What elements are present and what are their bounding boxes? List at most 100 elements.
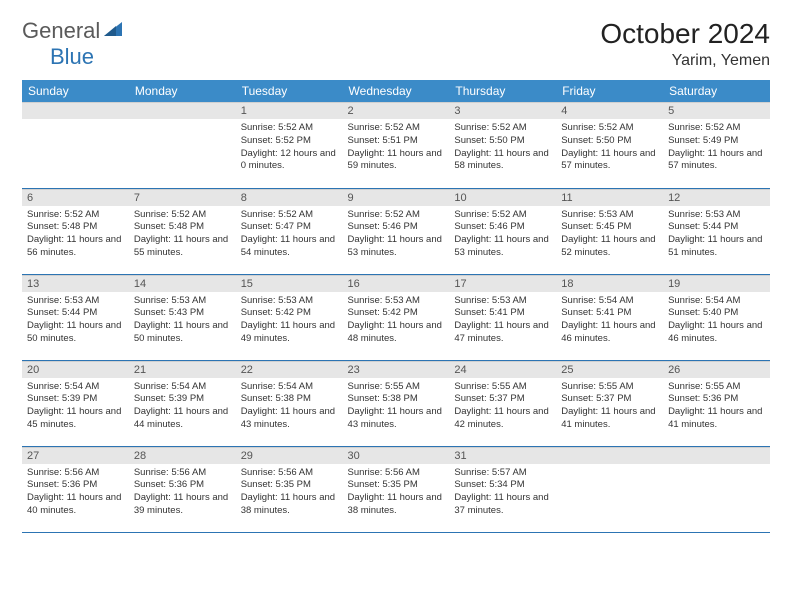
calendar-week-row: 13 Sunrise: 5:53 AM Sunset: 5:44 PM Dayligh…	[22, 274, 770, 360]
calendar-cell: 11Sunrise: 5:53 AMSunset: 5:45 PMDayligh…	[556, 188, 663, 274]
daylight-line: Daylight: 11 hours and 39 minutes.	[134, 492, 231, 518]
month-title: October 2024	[600, 18, 770, 50]
calendar-cell: 3Sunrise: 5:52 AMSunset: 5:50 PMDaylight…	[449, 102, 556, 188]
calendar-cell: 16Sunrise: 5:53 AMSunset: 5:42 PMDayligh…	[343, 274, 450, 360]
calendar-week-row: 20Sunrise: 5:54 AMSunset: 5:39 PMDayligh…	[22, 360, 770, 446]
daylight-line: Daylight: 11 hours and 53 minutes.	[454, 234, 551, 260]
daylight-line: Daylight: 11 hours and 54 minutes.	[241, 234, 338, 260]
title-block: October 2024 Yarim, Yemen	[600, 18, 770, 70]
day-detail: Sunrise: 5:53 AMSunset: 5:42 PMDaylight:…	[236, 292, 343, 350]
sunset-line: Sunset: 5:48 PM	[134, 221, 231, 234]
daylight-line: Daylight: 11 hours and 41 minutes.	[561, 406, 658, 432]
day-number-empty	[556, 447, 663, 464]
sunset-line: Sunset: 5:34 PM	[454, 479, 551, 492]
day-detail: Sunrise: 5:55 AMSunset: 5:37 PMDaylight:…	[556, 378, 663, 436]
calendar-cell: 13Sunrise: 5:53 AMSunset: 5:44 PMDayligh…	[22, 274, 129, 360]
calendar-cell: 12Sunrise: 5:53 AMSunset: 5:44 PMDayligh…	[663, 188, 770, 274]
day-detail: Sunrise: 5:53 AMSunset: 5:41 PMDaylight:…	[449, 292, 556, 350]
sunset-line: Sunset: 5:36 PM	[668, 393, 765, 406]
daylight-line: Daylight: 11 hours and 41 minutes.	[668, 406, 765, 432]
sunset-line: Sunset: 5:40 PM	[668, 307, 765, 320]
day-detail: Sunrise: 5:53 AMSunset: 5:43 PMDaylight:…	[129, 292, 236, 350]
sunset-line: Sunset: 5:45 PM	[561, 221, 658, 234]
sunrise-line: Sunrise: 5:52 AM	[454, 209, 551, 222]
day-detail: Sunrise: 5:52 AMSunset: 5:51 PMDaylight:…	[343, 119, 450, 177]
weekday-header: Sunday	[22, 80, 129, 102]
calendar-cell: 20Sunrise: 5:54 AMSunset: 5:39 PMDayligh…	[22, 360, 129, 446]
daylight-line: Daylight: 11 hours and 42 minutes.	[454, 406, 551, 432]
calendar-cell: 25Sunrise: 5:55 AMSunset: 5:37 PMDayligh…	[556, 360, 663, 446]
sunset-line: Sunset: 5:42 PM	[348, 307, 445, 320]
day-number: 13	[22, 275, 129, 292]
sunset-line: Sunset: 5:44 PM	[27, 307, 124, 320]
daylight-line: Daylight: 11 hours and 43 minutes.	[241, 406, 338, 432]
weekday-header: Saturday	[663, 80, 770, 102]
calendar-table: SundayMondayTuesdayWednesdayThursdayFrid…	[22, 80, 770, 533]
daylight-line: Daylight: 11 hours and 51 minutes.	[668, 234, 765, 260]
sunset-line: Sunset: 5:43 PM	[134, 307, 231, 320]
sunrise-line: Sunrise: 5:56 AM	[241, 467, 338, 480]
sunset-line: Sunset: 5:38 PM	[348, 393, 445, 406]
sunrise-line: Sunrise: 5:55 AM	[348, 381, 445, 394]
sunrise-line: Sunrise: 5:52 AM	[348, 122, 445, 135]
sunrise-line: Sunrise: 5:52 AM	[27, 209, 124, 222]
day-detail: Sunrise: 5:56 AMSunset: 5:36 PMDaylight:…	[22, 464, 129, 522]
daylight-line: Daylight: 11 hours and 49 minutes.	[241, 320, 338, 346]
calendar-cell: 24Sunrise: 5:55 AMSunset: 5:37 PMDayligh…	[449, 360, 556, 446]
calendar-cell: 9Sunrise: 5:52 AMSunset: 5:46 PMDaylight…	[343, 188, 450, 274]
day-detail: Sunrise: 5:55 AMSunset: 5:38 PMDaylight:…	[343, 378, 450, 436]
sunset-line: Sunset: 5:36 PM	[134, 479, 231, 492]
calendar-cell: 6Sunrise: 5:52 AMSunset: 5:48 PMDaylight…	[22, 188, 129, 274]
calendar-cell: 1Sunrise: 5:52 AMSunset: 5:52 PMDaylight…	[236, 102, 343, 188]
daylight-line: Daylight: 12 hours and 0 minutes.	[241, 148, 338, 174]
sunrise-line: Sunrise: 5:54 AM	[134, 381, 231, 394]
day-detail: Sunrise: 5:52 AMSunset: 5:47 PMDaylight:…	[236, 206, 343, 264]
logo-word1: General	[22, 18, 100, 43]
daylight-line: Daylight: 11 hours and 57 minutes.	[561, 148, 658, 174]
calendar-week-row: 27Sunrise: 5:56 AMSunset: 5:36 PMDayligh…	[22, 446, 770, 532]
daylight-line: Daylight: 11 hours and 55 minutes.	[134, 234, 231, 260]
day-number: 25	[556, 361, 663, 378]
calendar-cell: 18Sunrise: 5:54 AMSunset: 5:41 PMDayligh…	[556, 274, 663, 360]
calendar-cell: 17Sunrise: 5:53 AMSunset: 5:41 PMDayligh…	[449, 274, 556, 360]
calendar-cell: 26Sunrise: 5:55 AMSunset: 5:36 PMDayligh…	[663, 360, 770, 446]
sunset-line: Sunset: 5:35 PM	[241, 479, 338, 492]
day-number: 15	[236, 275, 343, 292]
sunset-line: Sunset: 5:38 PM	[241, 393, 338, 406]
day-number: 3	[449, 102, 556, 119]
day-number: 27	[22, 447, 129, 464]
logo-text: General Blue	[22, 18, 124, 70]
sunrise-line: Sunrise: 5:53 AM	[134, 295, 231, 308]
sunset-line: Sunset: 5:48 PM	[27, 221, 124, 234]
calendar-week-row: 6Sunrise: 5:52 AMSunset: 5:48 PMDaylight…	[22, 188, 770, 274]
day-number: 20	[22, 361, 129, 378]
calendar-cell-empty	[22, 102, 129, 188]
sunrise-line: Sunrise: 5:52 AM	[241, 209, 338, 222]
sunset-line: Sunset: 5:47 PM	[241, 221, 338, 234]
day-detail: Sunrise: 5:56 AMSunset: 5:36 PMDaylight:…	[129, 464, 236, 522]
calendar-week-row: 1Sunrise: 5:52 AMSunset: 5:52 PMDaylight…	[22, 102, 770, 188]
daylight-line: Daylight: 11 hours and 44 minutes.	[134, 406, 231, 432]
sunrise-line: Sunrise: 5:52 AM	[348, 209, 445, 222]
sunset-line: Sunset: 5:50 PM	[454, 135, 551, 148]
daylight-line: Daylight: 11 hours and 46 minutes.	[561, 320, 658, 346]
sunset-line: Sunset: 5:36 PM	[27, 479, 124, 492]
sunset-line: Sunset: 5:51 PM	[348, 135, 445, 148]
location: Yarim, Yemen	[600, 52, 770, 70]
day-number: 4	[556, 102, 663, 119]
day-detail: Sunrise: 5:52 AMSunset: 5:52 PMDaylight:…	[236, 119, 343, 177]
weekday-header-row: SundayMondayTuesdayWednesdayThursdayFrid…	[22, 80, 770, 102]
calendar-cell: 10Sunrise: 5:52 AMSunset: 5:46 PMDayligh…	[449, 188, 556, 274]
day-number: 7	[129, 189, 236, 206]
sunrise-line: Sunrise: 5:52 AM	[134, 209, 231, 222]
daylight-line: Daylight: 11 hours and 56 minutes.	[27, 234, 124, 260]
sunset-line: Sunset: 5:46 PM	[348, 221, 445, 234]
day-detail: Sunrise: 5:56 AMSunset: 5:35 PMDaylight:…	[343, 464, 450, 522]
day-number: 12	[663, 189, 770, 206]
header: General Blue October 2024 Yarim, Yemen	[22, 18, 770, 70]
day-number: 18	[556, 275, 663, 292]
day-detail: Sunrise: 5:52 AMSunset: 5:48 PMDaylight:…	[22, 206, 129, 264]
calendar-cell: 5Sunrise: 5:52 AMSunset: 5:49 PMDaylight…	[663, 102, 770, 188]
calendar-cell-empty	[129, 102, 236, 188]
calendar-cell: 21Sunrise: 5:54 AMSunset: 5:39 PMDayligh…	[129, 360, 236, 446]
